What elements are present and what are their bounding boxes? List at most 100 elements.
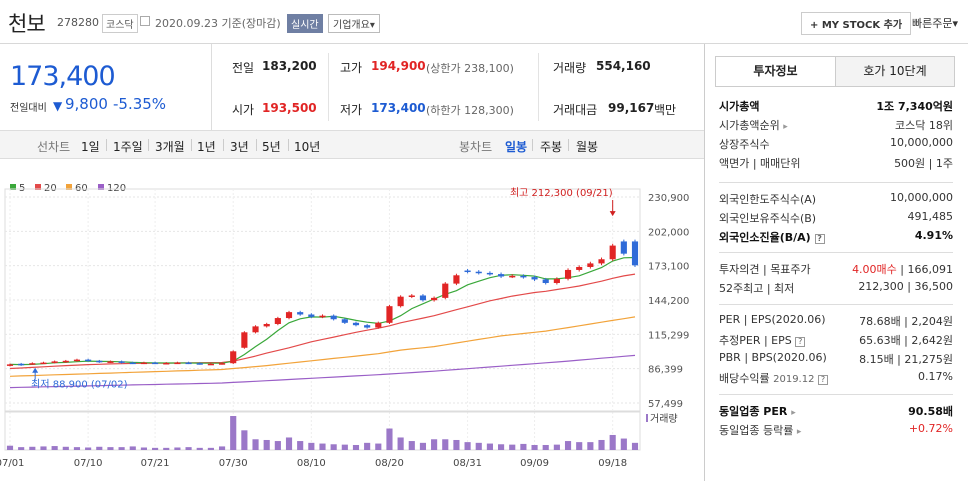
stock-code: 278280	[57, 16, 99, 29]
company-overview-dropdown[interactable]: 기업개요▾	[328, 14, 380, 33]
tab-invest-info[interactable]: 투자정보	[716, 57, 836, 86]
volume-bar	[486, 443, 493, 450]
tab-1day[interactable]: 1일	[81, 140, 100, 154]
volume-bar	[330, 444, 337, 450]
chart-tabs: 선차트 1일 1주일 3개월 1년 3년 5년 10년 봉차트 일봉 주봉 월봉	[0, 130, 704, 159]
candle	[609, 245, 616, 260]
right-tabs: 투자정보 호가 10단계	[715, 56, 955, 87]
amount-value: 99,167	[608, 101, 655, 115]
candle	[431, 297, 438, 301]
candle	[230, 351, 237, 364]
y-tick-label: 173,100	[648, 262, 689, 273]
candle	[553, 278, 560, 284]
candle	[576, 266, 583, 270]
face-label: 액면가 | 매매단위	[719, 157, 801, 170]
moving-average-ma20	[9, 273, 636, 370]
candle	[631, 241, 639, 266]
volume-bar	[475, 442, 482, 450]
volume-value: 554,160	[596, 59, 651, 73]
w52-value: 212,300 | 36,500	[858, 280, 953, 293]
ind-per-value: 90.58배	[908, 405, 953, 418]
info-block-opinion: 투자의견 | 목표주가 4.00매수 | 166,091 52주최고 | 최저 21…	[719, 252, 953, 297]
volume-bar	[531, 444, 538, 450]
x-tick-label: 07/10	[74, 458, 103, 469]
lower-limit: (하한가 128,300)	[426, 104, 514, 117]
amount-unit: 백만	[654, 103, 677, 117]
volume-label: 거래량	[650, 413, 678, 425]
candle	[453, 275, 460, 284]
volume-bar	[140, 447, 147, 450]
fast-order-label: 빠른주문	[912, 17, 953, 30]
volume-bar	[107, 447, 114, 450]
candle	[620, 241, 627, 254]
volume-bar	[509, 444, 516, 450]
calendar-icon	[140, 16, 150, 26]
low-label: 저가	[340, 103, 363, 117]
tab-monthly[interactable]: 월봉	[576, 140, 599, 154]
volume-bar	[152, 447, 159, 450]
realtime-button[interactable]: 실시간	[287, 14, 323, 33]
shares-label: 상장주식수	[719, 138, 770, 151]
high-annotation: 최고 212,300 (09/21)	[510, 187, 613, 199]
company-overview-label: 기업개요	[333, 20, 370, 31]
header-divider	[0, 43, 968, 44]
info-block-market: 시가총액 1조 7,340억원 시가총액순위 ▸ 코스닥 18위 상장주식수 10,0…	[719, 96, 953, 172]
volume-bar	[6, 445, 14, 450]
candle	[498, 274, 505, 277]
down-triangle-icon: ▼	[53, 99, 63, 113]
candle	[341, 319, 348, 323]
tab-candle-chart[interactable]: 봉차트	[459, 140, 493, 154]
tab-daily[interactable]: 일봉	[505, 140, 528, 154]
candle	[408, 295, 415, 297]
y-tick-label: 115,299	[648, 330, 689, 341]
foreign-limit-value: 10,000,000	[890, 191, 953, 204]
price-change: 9,800	[65, 95, 108, 113]
amount-label: 거래대금	[553, 103, 598, 117]
open-value: 193,500	[262, 101, 317, 115]
candle	[587, 263, 594, 267]
per-label: PER | EPS(2020.06)	[719, 313, 826, 326]
candle	[375, 322, 382, 328]
tab-3month[interactable]: 3개월	[155, 140, 185, 154]
candle	[386, 306, 393, 323]
volume-bar	[564, 441, 572, 450]
foreign-ratio-label-text: 외국인소진율(B/A)	[719, 231, 811, 244]
tab-3year[interactable]: 3년	[230, 140, 249, 154]
add-my-stock-button[interactable]: + MY STOCK 추가	[801, 12, 912, 35]
volume-bar	[85, 447, 92, 450]
price-stats: 전일 183,200 고가 194,900 (상한가 238,100) 거래량 …	[212, 44, 704, 130]
candle	[118, 361, 125, 363]
change-label: 전일대비	[10, 103, 47, 114]
fast-order-button[interactable]: 빠른주문▾	[912, 15, 958, 31]
tab-weekly[interactable]: 주봉	[540, 140, 563, 154]
volume-bar	[252, 439, 259, 450]
tab-5year[interactable]: 5년	[262, 140, 281, 154]
tab-10year[interactable]: 10년	[294, 140, 321, 154]
pbr-label: PBR | BPS(2020.06)	[719, 351, 827, 364]
tab-orderbook[interactable]: 호가 10단계	[836, 57, 954, 86]
tab-1week[interactable]: 1주일	[113, 140, 143, 154]
opinion-value: 4.00매수 | 166,091	[852, 263, 953, 276]
ind-rate-label-text: 동일업종 등락률	[719, 424, 794, 437]
candle	[486, 272, 493, 275]
help-icon[interactable]: ?	[817, 375, 828, 385]
volume-bar	[431, 439, 438, 450]
volume-bar	[274, 441, 281, 450]
mcap-rank-label: 시가총액순위 ▸	[719, 117, 788, 133]
invest-info-panel: 투자정보 호가 10단계 시가총액 1조 7,340억원 시가총액순위 ▸ 코스닥 …	[704, 44, 968, 481]
tab-1year[interactable]: 1년	[197, 140, 216, 154]
stock-chart[interactable]: 230,900 202,000 173,100 144,200 115,299 86,39…	[0, 160, 704, 481]
shares-value: 10,000,000	[890, 136, 953, 149]
volume-bar	[464, 442, 471, 450]
volume-bar	[29, 446, 36, 450]
volume-bar	[397, 437, 404, 450]
foreign-hold-label: 외국인보유주식수(B)	[719, 212, 817, 225]
tab-line-chart[interactable]: 선차트	[37, 140, 71, 154]
help-icon[interactable]: ?	[814, 234, 825, 244]
volume-bar	[520, 443, 527, 450]
help-icon[interactable]: ?	[795, 337, 806, 347]
volume-bar	[18, 447, 25, 450]
y-tick-label: 57,499	[648, 399, 683, 410]
volume-bar	[118, 447, 125, 450]
divider	[148, 139, 149, 151]
